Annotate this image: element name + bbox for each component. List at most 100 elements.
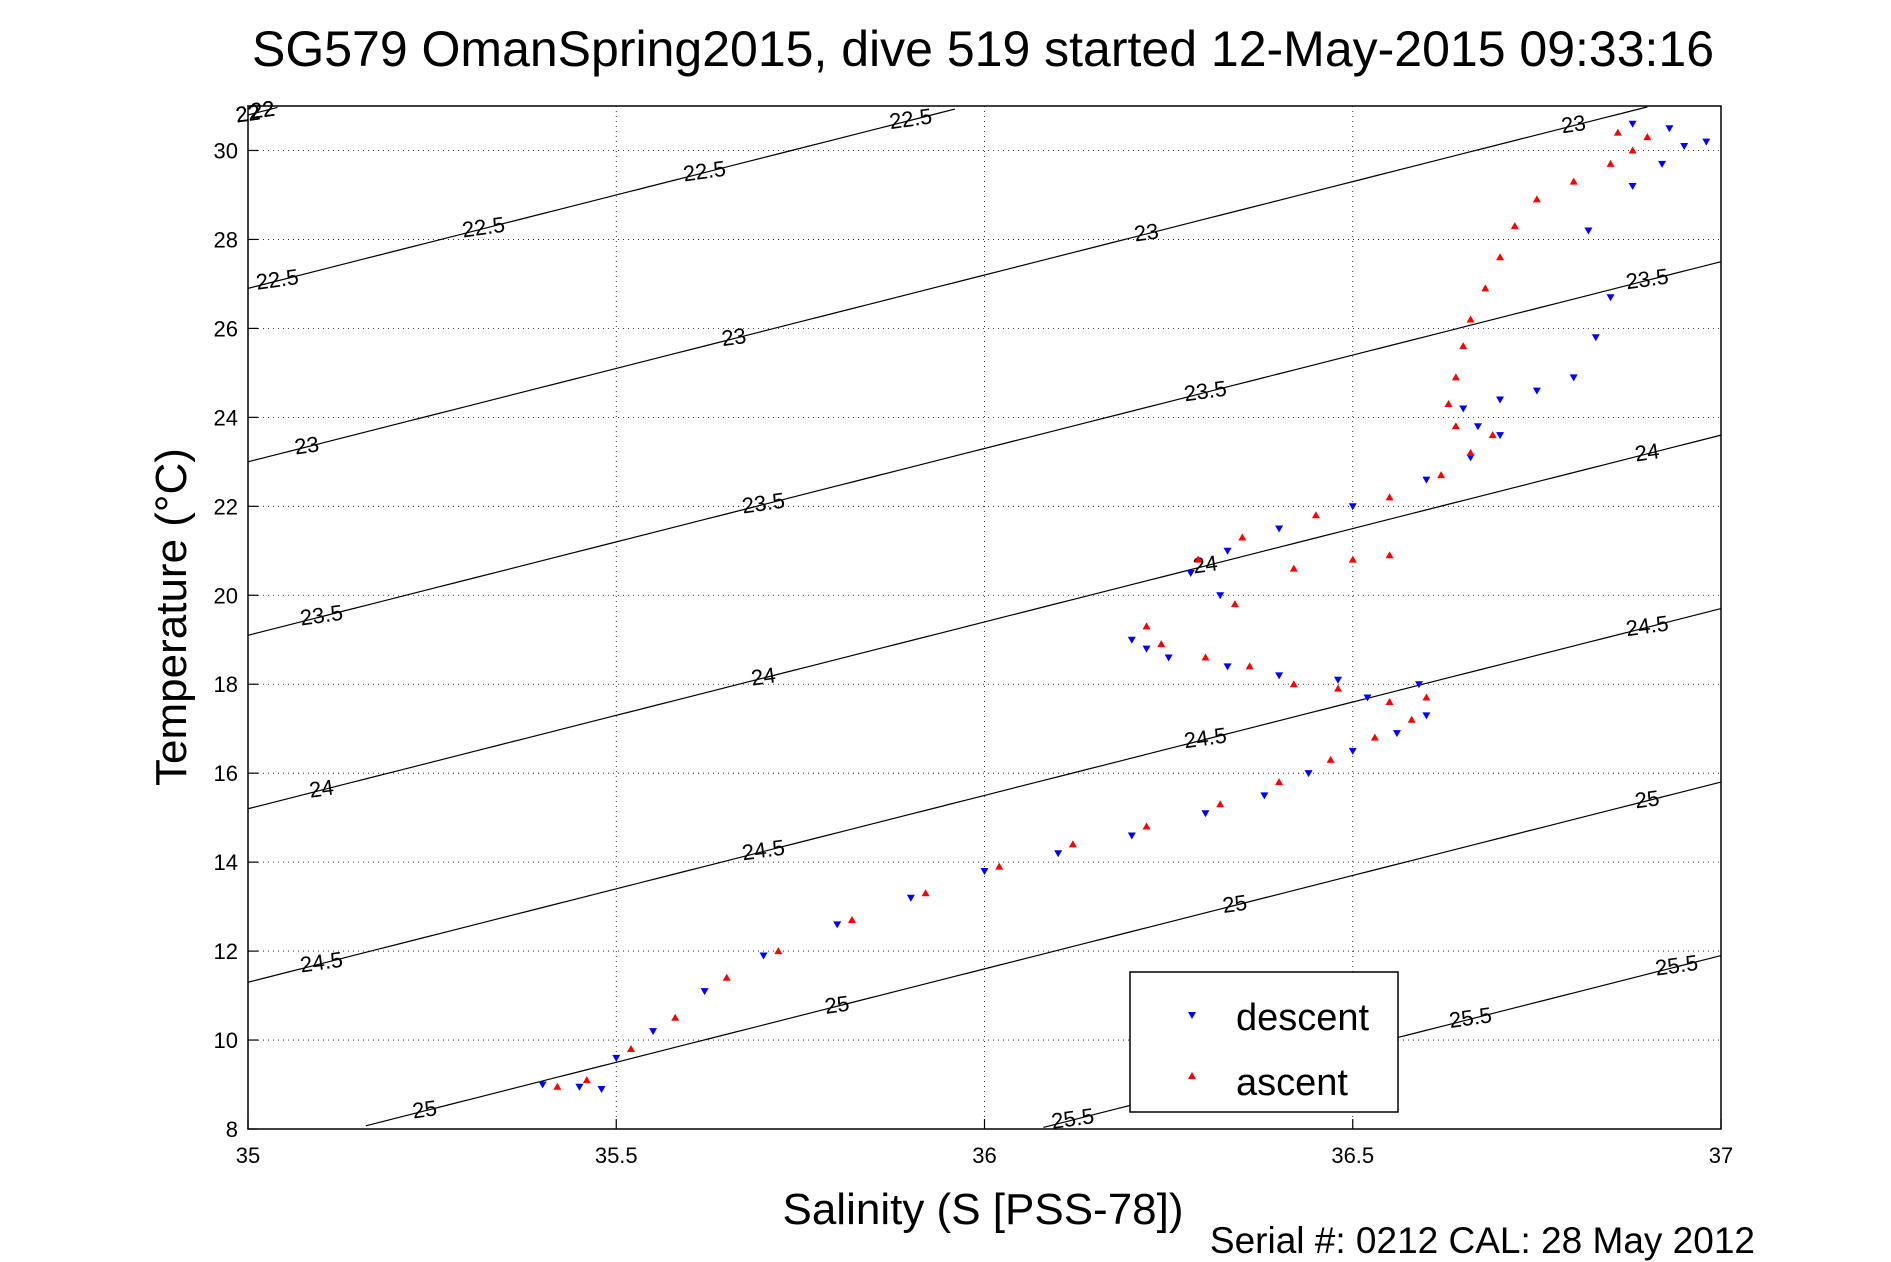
y-tick-label: 24 [214,405,238,430]
descent-point [759,952,768,960]
ascent-point [1496,253,1505,261]
ascent-point [1422,693,1431,701]
isopycnal-line [247,108,956,289]
isopycnal-label: 23.5 [298,600,344,631]
ascent-point [1311,511,1320,519]
descent-point [1127,832,1136,840]
y-tick-label: 16 [214,761,238,786]
descent-point [1473,423,1482,431]
legend-label-ascent: ascent [1236,1062,1348,1104]
ascent-point [1275,778,1284,786]
x-axis-ticks: 35 35.5 36 36.5 37 [236,1119,1733,1168]
ascent-point [1451,373,1460,381]
descent-point [1275,672,1284,680]
isopycnal-line [247,608,1722,983]
descent-point [1680,143,1689,151]
ascent-point [1068,840,1077,848]
ascent-point [1370,733,1379,741]
descent-point [612,1054,621,1062]
ascent-point [847,915,856,923]
ascent-point [995,862,1004,870]
footer-text: Serial #: 0212 CAL: 28 May 2012 [1210,1220,1755,1261]
ascent-point [1510,222,1519,230]
isopycnal-label: 24.5 [1624,610,1670,641]
isopycnal-label: 24 [749,662,777,690]
descent-point [1223,663,1232,671]
legend-marker-ascent [1188,1072,1196,1079]
y-tick-label: 10 [214,1028,238,1053]
ascent-point [1532,195,1541,203]
ascent-point [1385,698,1394,706]
descent-point [1422,476,1431,484]
descent-point [1665,125,1674,133]
ascent-point [1459,342,1468,350]
descent-point [1334,676,1343,684]
ascent-point [553,1082,562,1090]
legend: descent ascent [1129,971,1399,1113]
isopycnal-label: 25.5 [1447,1002,1493,1033]
isopycnal-label: 22.5 [888,103,934,134]
ascent-point [1466,448,1475,456]
ascent-point [1230,600,1239,608]
ascent-point [1142,822,1151,830]
descent-point [1628,120,1637,128]
ascent-point [722,973,731,981]
isopycnal-label: 23 [1560,110,1588,138]
isopycnal-label: 25 [411,1095,439,1123]
ascent-point [921,889,930,897]
descent-point [1142,645,1151,653]
y-tick-label: 8 [226,1117,238,1142]
ascent-point [1385,493,1394,501]
ascent-point [1289,680,1298,688]
y-tick-label: 22 [214,494,238,519]
descent-point [1591,334,1600,342]
descent-point [1260,792,1269,800]
isopycnal-line [247,106,278,116]
grid-lines [247,106,1722,1130]
isopycnal-line [247,261,1722,636]
isopycnal-label: 23.5 [1624,264,1670,295]
isopycnal-label: 23 [293,431,321,459]
isopycnal-label: 25 [823,991,851,1019]
y-axis-ticks: 8 10 12 14 16 18 20 22 24 26 28 30 [214,138,258,1142]
ascent-point [626,1044,635,1052]
y-tick-label: 26 [214,316,238,341]
descent-point [1348,747,1357,755]
descent-point [1216,592,1225,600]
legend-marker-descent [1188,1012,1196,1019]
x-axis-label: Salinity (S [PSS-78]) [782,1185,1183,1234]
isopycnal-label: 22 [249,96,277,124]
descent-point [1392,730,1401,738]
isopycnal-label: 24.5 [298,947,344,978]
isopycnal-line [365,781,1722,1127]
ascent-point [1466,315,1475,323]
isopycnal-label: 24.5 [1182,723,1228,754]
x-tick-label: 36.5 [1331,1143,1374,1168]
ascent-point [671,1013,680,1021]
ascent-point [774,947,783,955]
isopycnal-label: 25 [1633,785,1661,813]
descent-point [1584,227,1593,235]
isopycnal-label: 24 [1191,550,1219,578]
isopycnal-label: 23 [720,323,748,351]
descent-point [1164,654,1173,662]
isopycnal-label: 23.5 [740,488,786,519]
isopycnal-label: 22 [249,96,277,124]
isopycnal-line [247,106,1648,463]
descent-point [700,988,709,996]
chart-title: SG579 OmanSpring2015, dive 519 started 1… [252,21,1714,77]
isopycnal-label: 22.5 [681,156,727,187]
descent-point [1496,432,1505,440]
ascent-point [1326,755,1335,763]
y-axis-label: Temperature (°C) [147,448,196,786]
isopycnal-label: 24 [1633,438,1661,466]
descent-point [1304,770,1313,778]
ascent-point [1613,128,1622,136]
ascent-point [1334,684,1343,692]
descent-point [1054,850,1063,858]
ascent-point [1238,533,1247,541]
descent-point [1496,396,1505,404]
ascent-point [1348,555,1357,563]
ascent-point [1194,555,1203,563]
